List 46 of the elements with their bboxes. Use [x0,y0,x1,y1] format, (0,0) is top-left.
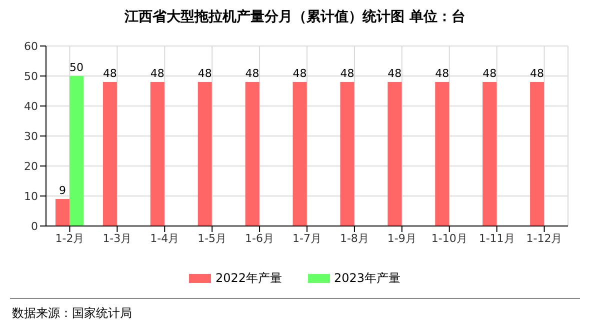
data-label: 48 [388,67,402,80]
x-tick-label: 1-3月 [102,232,132,245]
bar [530,82,544,226]
bar [102,82,117,226]
data-label: 48 [198,67,212,80]
data-label: 9 [58,184,66,197]
x-tick-label: 1-11月 [478,232,515,245]
x-tick-label: 1-6月 [245,232,274,245]
bar [435,82,450,226]
bar [198,82,212,226]
y-tick-label: 0 [31,220,38,233]
data-label: 48 [150,67,164,80]
data-label: 48 [292,67,307,80]
x-tick-label: 1-8月 [340,232,369,245]
x-tick-label: 1-5月 [198,232,227,245]
bar [482,82,497,226]
x-tick-label: 1-4月 [150,232,180,245]
x-tick-label: 1-12月 [526,232,562,245]
bar [150,82,164,226]
data-label: 48 [340,67,354,80]
data-label: 48 [245,67,260,80]
data-label: 48 [482,67,497,80]
data-label: 50 [69,61,84,74]
data-label: 48 [102,67,117,80]
x-tick-label: 1-7月 [292,232,322,245]
data-label: 48 [435,67,450,80]
y-tick-label: 10 [24,190,38,203]
bar [69,76,84,226]
y-tick-label: 40 [24,100,38,113]
data-label: 48 [530,67,544,80]
y-tick-label: 30 [24,130,38,143]
x-tick-label: 1-9月 [387,232,416,245]
bar [245,82,260,226]
legend-label: 2022年产量 [215,270,282,286]
legend-label: 2023年产量 [334,270,401,286]
bar [388,82,402,226]
y-tick-label: 20 [24,160,38,173]
source-note: 数据来源：国家统计局 [11,305,133,322]
bar [292,82,307,226]
x-tick-label: 1-2月 [55,232,84,245]
y-tick-label: 50 [24,70,38,83]
y-tick-label: 60 [24,40,38,53]
bar [55,199,70,226]
chart-title: 江西省大型拖拉机产量分月（累计值）统计图 单位：台 [124,8,466,27]
bar [340,82,354,226]
x-tick-label: 1-10月 [431,232,468,245]
